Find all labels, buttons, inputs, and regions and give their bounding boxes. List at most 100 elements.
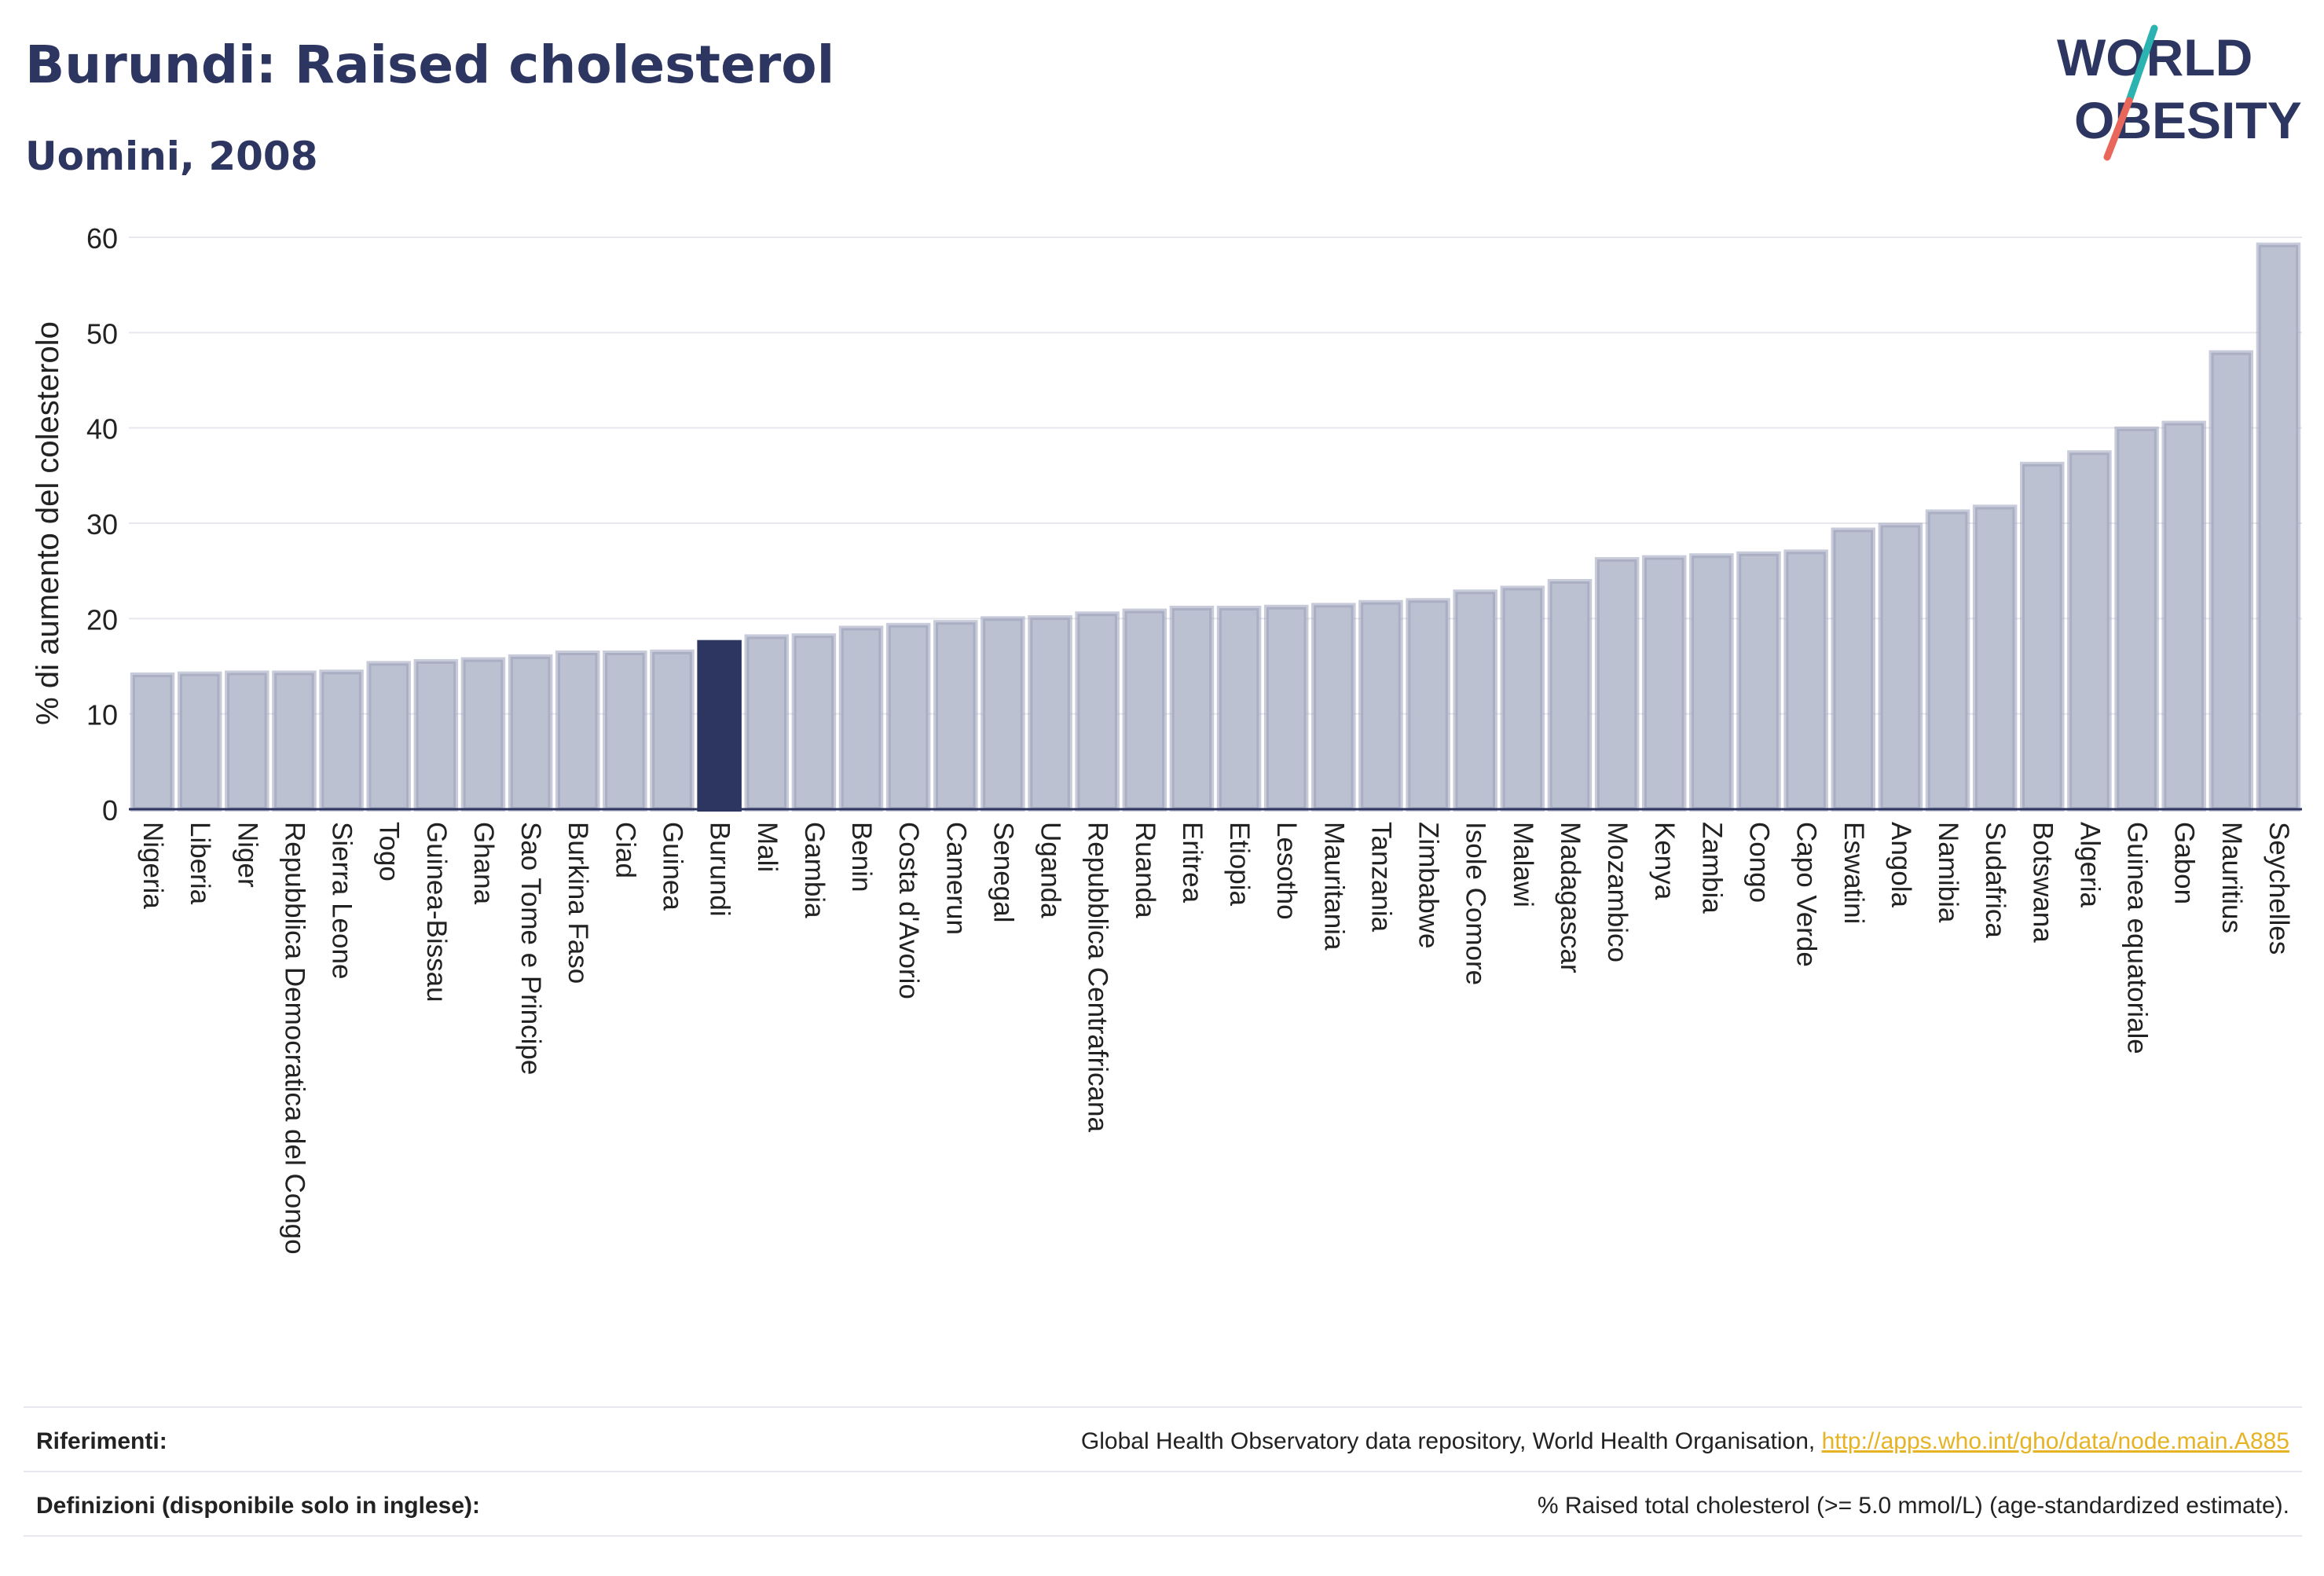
- bar: [508, 654, 553, 812]
- x-tick-label: Ciad: [610, 822, 640, 878]
- bar: [1972, 504, 2018, 812]
- y-tick-label: 10: [86, 699, 118, 731]
- bar: [1736, 551, 1781, 812]
- x-tick-label: Uganda: [1036, 822, 1066, 918]
- bar: [1831, 527, 1876, 812]
- y-tick-label: 60: [86, 222, 118, 255]
- x-tick-label: Sierra Leone: [327, 822, 357, 979]
- references-value: Global Health Observatory data repositor…: [1081, 1428, 2289, 1455]
- bar: [1358, 599, 1403, 812]
- bar: [885, 622, 931, 812]
- x-tick-label: Etiopia: [1224, 822, 1255, 907]
- world-obesity-logo: WORLD OBESITY: [2057, 24, 2302, 161]
- x-tick-label: Lesotho: [1271, 822, 1302, 920]
- definitions-value: % Raised total cholesterol (>= 5.0 mmol/…: [1537, 1493, 2289, 1519]
- logo-slash-coral: [2103, 97, 2133, 161]
- bar: [2114, 426, 2159, 812]
- bar: [1689, 553, 1734, 812]
- y-tick-label: 40: [86, 413, 118, 445]
- bar: [838, 625, 884, 812]
- x-tick-label: Niger: [232, 822, 262, 888]
- bars-layer: [130, 242, 2301, 812]
- x-tick-label: Mali: [752, 822, 783, 872]
- footer-divider: [24, 1535, 2302, 1537]
- bar: [130, 672, 175, 812]
- bar: [1500, 585, 1545, 812]
- x-tick-label: Angola: [1886, 822, 1916, 908]
- y-tick-label: 0: [102, 794, 118, 826]
- definitions-label: Definizioni (disponibile solo in inglese…: [36, 1493, 481, 1519]
- bar: [555, 651, 600, 812]
- x-tick-label: Guinea equatoriale: [2122, 822, 2153, 1054]
- x-tick-label: Zambia: [1696, 822, 1727, 914]
- page-title: Burundi: Raised cholesterol: [25, 35, 835, 95]
- x-tick-label: Seychelles: [2264, 822, 2294, 955]
- x-tick-label: Malawi: [1508, 822, 1538, 907]
- bar: [413, 658, 459, 812]
- bar: [319, 669, 364, 812]
- bar: [650, 649, 695, 812]
- x-tick-label: Capo Verde: [1791, 822, 1822, 967]
- x-tick-label: Gabon: [2169, 822, 2200, 904]
- x-tick-label: Botswana: [2027, 822, 2058, 943]
- bar: [2067, 450, 2112, 812]
- x-tick-label: Camerun: [940, 822, 971, 935]
- x-tick-label: Burundi: [705, 822, 735, 917]
- x-tick-label: Kenya: [1649, 822, 1680, 900]
- x-tick-label: Namibia: [1933, 822, 1963, 923]
- definitions-row: Definizioni (disponibile solo in inglese…: [24, 1471, 2302, 1535]
- x-tick-label: Isole Comore: [1461, 822, 1491, 985]
- x-tick-label: Gambia: [799, 822, 830, 918]
- bar-chart: 0 10 20 30 40 50 60 Nigeria Liberia Niger Repubbl…: [31, 222, 2302, 1255]
- bar: [2209, 350, 2254, 812]
- bar: [2020, 461, 2065, 812]
- bar: [1122, 608, 1167, 812]
- references-label: Riferimenti:: [36, 1428, 167, 1454]
- x-tick-label: Mauritius: [2216, 822, 2247, 933]
- bar: [1594, 557, 1640, 812]
- x-tick-label: Eritrea: [1177, 822, 1208, 903]
- x-tick-label: Ghana: [468, 822, 499, 905]
- y-tick-label: 50: [86, 317, 118, 350]
- x-tick-label: Eswatini: [1838, 822, 1869, 924]
- references-text: Global Health Observatory data repositor…: [1080, 1428, 1822, 1454]
- x-tick-label: Tanzania: [1365, 822, 1396, 933]
- x-axis-labels: Nigeria Liberia Niger Repubblica Democratic…: [137, 822, 2294, 1255]
- page-subtitle: Uomini, 2008: [25, 134, 318, 179]
- x-tick-label: Sao Tome e Principe: [515, 822, 546, 1075]
- bar: [1216, 605, 1262, 812]
- x-tick-label: Liberia: [185, 822, 215, 905]
- bar: [2256, 242, 2301, 812]
- bar: [1263, 604, 1309, 812]
- bar: [272, 670, 317, 812]
- bar: [366, 661, 411, 812]
- bar: [1783, 549, 1828, 812]
- x-tick-label: Mozambico: [1602, 822, 1633, 962]
- x-tick-label: Sudafrica: [1980, 822, 2011, 938]
- x-tick-label: Guinea-Bissau: [421, 822, 452, 1002]
- bar: [791, 633, 837, 812]
- x-tick-label: Ruanda: [1130, 822, 1160, 918]
- x-tick-label: Mauritania: [1318, 822, 1349, 951]
- x-tick-label: Madagascar: [1555, 822, 1585, 973]
- bar: [981, 616, 1025, 812]
- y-tick-label: 20: [86, 603, 118, 636]
- x-tick-label: Burkina Faso: [563, 822, 593, 984]
- bar: [1453, 589, 1497, 812]
- x-tick-label: Senegal: [988, 822, 1018, 922]
- bar: [225, 670, 269, 812]
- bar: [1406, 598, 1450, 812]
- x-tick-label: Guinea: [658, 822, 688, 911]
- bar: [1311, 603, 1356, 812]
- bar: [1169, 605, 1215, 812]
- bar: [933, 620, 978, 812]
- references-link[interactable]: http://apps.who.int/gho/data/node.main.A…: [1821, 1428, 2289, 1454]
- x-tick-label: Costa d'Avorio: [893, 822, 924, 999]
- bar: [697, 640, 742, 812]
- x-tick-label: Zimbabwe: [1413, 822, 1444, 948]
- references-row: Riferimenti: Global Health Observatory d…: [24, 1406, 2302, 1471]
- x-tick-label: Togo: [374, 822, 405, 881]
- logo-line-2: OBESITY: [2074, 91, 2302, 149]
- y-tick-label: 30: [86, 508, 118, 541]
- bar: [603, 651, 647, 812]
